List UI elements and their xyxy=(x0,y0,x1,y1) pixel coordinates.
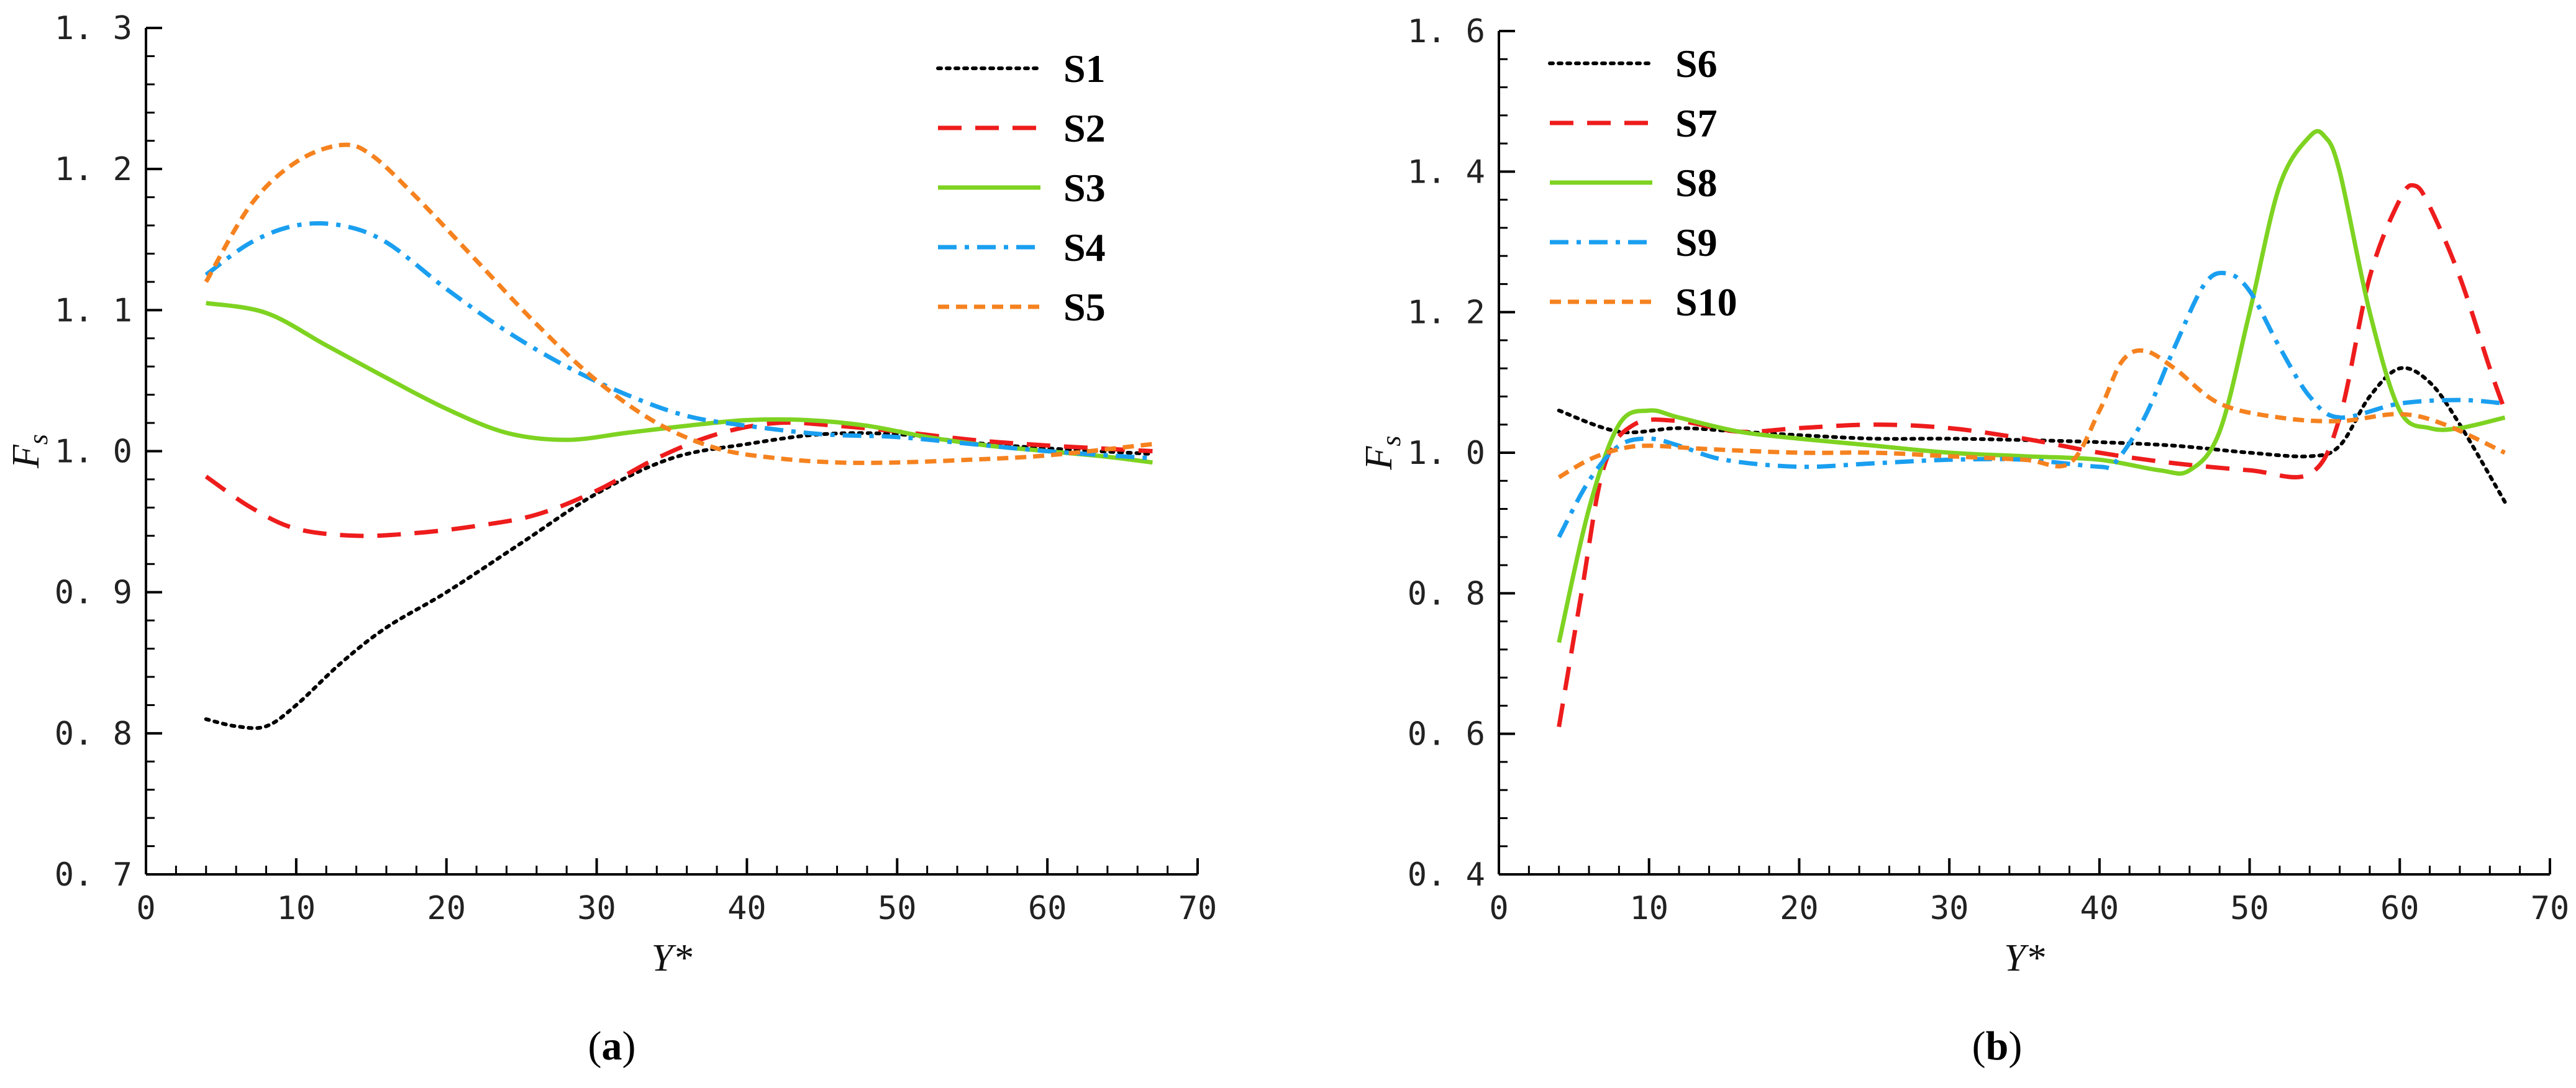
y-axis-title-main: F xyxy=(1358,446,1400,471)
caption-close-paren: ) xyxy=(622,1023,636,1069)
series-line-s6 xyxy=(1557,366,2507,504)
x-axis-title: Y* xyxy=(652,937,692,979)
legend-label-s6: S6 xyxy=(1675,42,1718,86)
y-tick-label: 0. 8 xyxy=(1408,575,1485,612)
y-axis-title-main: F xyxy=(5,444,47,469)
x-tick-label: 40 xyxy=(2080,890,2119,927)
y-tick-label: 0. 4 xyxy=(1408,856,1485,894)
legend-label-s8: S8 xyxy=(1675,161,1718,205)
legend-label-s7: S7 xyxy=(1675,101,1718,145)
series-line-s3 xyxy=(206,301,1153,465)
x-tick-label: 10 xyxy=(277,890,316,927)
series-line-s8 xyxy=(1557,129,2506,643)
caption-open-paren: ( xyxy=(588,1023,602,1069)
series-line-s2 xyxy=(204,420,1153,538)
caption-close-paren: ) xyxy=(2008,1023,2022,1069)
y-axis-title-subscript: s xyxy=(1376,436,1406,447)
y-tick-label: 1. 6 xyxy=(1408,13,1485,50)
panel-caption: (a) xyxy=(588,1023,636,1069)
x-tick-label: 20 xyxy=(1780,890,1819,927)
series-line-s1 xyxy=(204,431,1155,730)
x-tick-label: 0 xyxy=(1489,890,1508,927)
caption-open-paren: ( xyxy=(1972,1023,1986,1069)
x-tick-label: 70 xyxy=(1178,890,1217,927)
x-tick-label: 60 xyxy=(1028,890,1067,927)
x-tick-label: 0 xyxy=(136,890,155,927)
y-axis-title: Fs xyxy=(1358,436,1406,471)
series-lines xyxy=(204,142,1155,730)
panel-b: 0. 4 0. 6 0. 8 1. 0 1. 2 1. 4 1. 6 0 10 20 30 40 50 6… xyxy=(1358,13,2569,1069)
y-tick-label: 1. 2 xyxy=(55,151,132,188)
y-tick-label: 1. 2 xyxy=(1408,294,1485,332)
y-tick-label: 1. 4 xyxy=(1408,153,1485,191)
x-tick-label: 20 xyxy=(427,890,466,927)
x-tick-label: 60 xyxy=(2380,890,2419,927)
y-tick-label: 1. 0 xyxy=(1408,435,1485,472)
series-line-s4 xyxy=(204,221,1153,461)
legend-label-s9: S9 xyxy=(1675,220,1718,265)
y-tick-label: 1. 3 xyxy=(55,10,132,47)
x-tick-label: 10 xyxy=(1629,890,1668,927)
caption-letter: a xyxy=(602,1023,622,1069)
x-tick-label: 70 xyxy=(2531,890,2570,927)
panel-a: 0. 7 0. 8 0. 9 1. 0 1. 1 1. 2 1. 3 0 10 20 30 40 50 6… xyxy=(5,10,1217,1069)
x-tick-label: 50 xyxy=(878,890,917,927)
x-tick-label: 50 xyxy=(2230,890,2269,927)
legend-label-s10: S10 xyxy=(1675,280,1737,324)
x-axis-title: Y* xyxy=(2004,937,2044,979)
series-line-s7 xyxy=(1557,183,2507,727)
caption-letter: b xyxy=(1986,1023,2009,1069)
series-line-s5 xyxy=(204,142,1153,465)
legend-label-s5: S5 xyxy=(1063,285,1106,329)
y-tick-label: 0. 9 xyxy=(55,574,132,612)
panel-caption: (b) xyxy=(1972,1023,2023,1069)
x-tick-label: 30 xyxy=(577,890,616,927)
y-tick-label: 0. 7 xyxy=(55,856,132,894)
x-tick-label: 40 xyxy=(727,890,767,927)
legend-label-s4: S4 xyxy=(1063,225,1106,270)
y-tick-label: 1. 1 xyxy=(55,292,132,329)
y-tick-label: 1. 0 xyxy=(55,433,132,471)
series-lines xyxy=(1557,129,2507,727)
y-tick-label: 0. 6 xyxy=(1408,716,1485,753)
legend-label-s2: S2 xyxy=(1063,106,1106,150)
x-tick-label: 30 xyxy=(1930,890,1969,927)
legend-label-s1: S1 xyxy=(1063,47,1106,91)
y-axis-title-subscript: s xyxy=(23,434,53,445)
legend-label-s3: S3 xyxy=(1063,166,1106,210)
y-tick-label: 0. 8 xyxy=(55,715,132,753)
series-line-s10 xyxy=(1557,348,2506,479)
y-axis-title: Fs xyxy=(5,434,53,469)
